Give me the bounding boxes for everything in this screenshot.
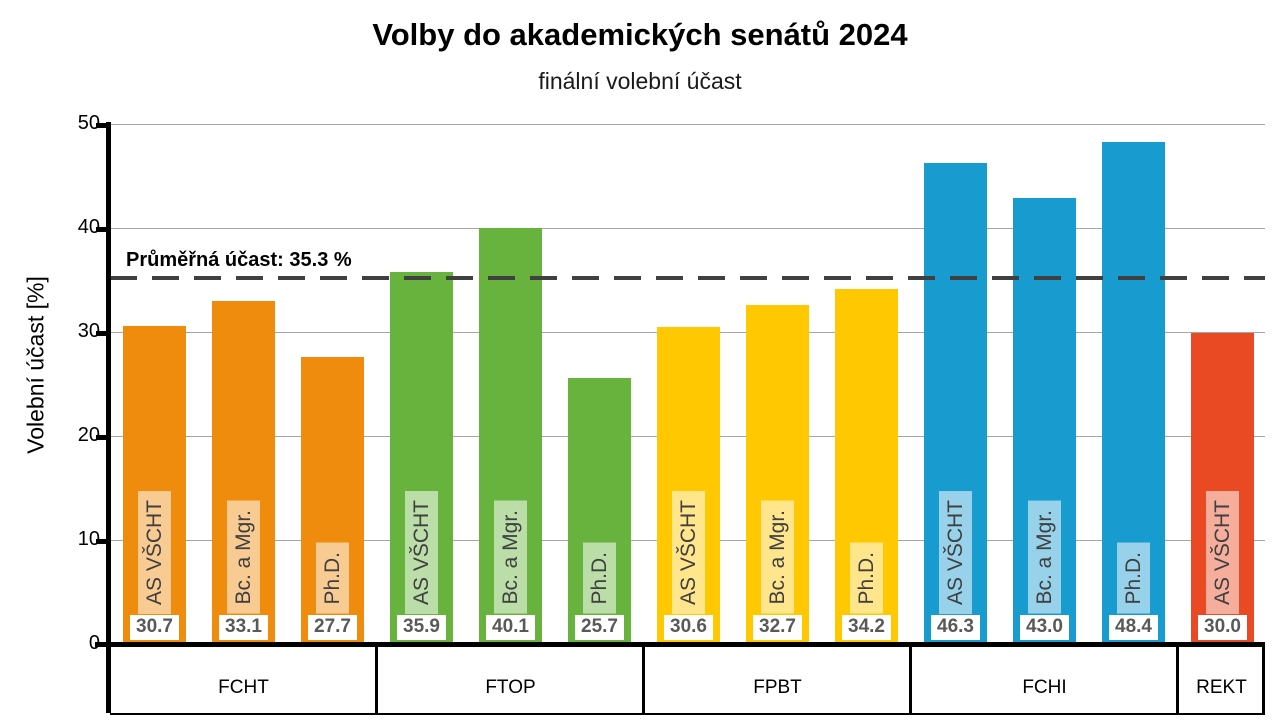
- bar-value: 43.0: [1020, 615, 1069, 640]
- y-tick-label-0: 0: [40, 632, 100, 655]
- bar-label-wrap: AS VŠCHT: [1191, 490, 1254, 614]
- bar-label: Ph.D.: [583, 543, 616, 614]
- bar-label-wrap: AS VŠCHT: [123, 490, 186, 614]
- group-separator-2: [909, 645, 912, 713]
- bar-value-wrap: 48.4: [1102, 615, 1165, 640]
- bar-label: Ph.D.: [316, 543, 349, 614]
- plot-area: AS VŠCHT 30.7 Bc. a Mgr. 33.1 Ph.D. 27.7 AS VŠ…: [110, 124, 1265, 645]
- bar-label-wrap: Bc. a Mgr.: [1013, 501, 1076, 614]
- bar-value: 27.7: [308, 615, 357, 640]
- bar-label: AS VŠCHT: [672, 490, 705, 614]
- bar-label: AS VŠCHT: [138, 490, 171, 614]
- bar-value: 30.6: [664, 615, 713, 640]
- bar-label: Bc. a Mgr.: [227, 501, 260, 614]
- bar-fcht-1: Bc. a Mgr. 33.1: [212, 300, 275, 645]
- bar-value-wrap: 30.7: [123, 615, 186, 640]
- category-label-fpbt: FPBT: [753, 677, 802, 698]
- y-tick-label-30: 30: [77, 320, 100, 342]
- category-label-fcht: FCHT: [218, 677, 269, 698]
- average-line: [110, 275, 1265, 280]
- y-tick-10: [96, 539, 106, 544]
- bar-value-wrap: 35.9: [390, 615, 453, 640]
- bar-label: Bc. a Mgr.: [494, 501, 527, 614]
- category-label-ftop: FTOP: [485, 677, 536, 698]
- bar-fchi-1: Bc. a Mgr. 43.0: [1013, 197, 1076, 645]
- category-label-rekt: REKT: [1196, 677, 1247, 698]
- bar-value-wrap: 34.2: [835, 615, 898, 640]
- bar-value-wrap: 43.0: [1013, 615, 1076, 640]
- bar-label: Ph.D.: [1117, 543, 1150, 614]
- bar-value: 46.3: [931, 615, 980, 640]
- category-band-bottom-border: [110, 713, 1265, 715]
- y-tick-50: [96, 123, 106, 128]
- group-separator-4: [1262, 645, 1265, 713]
- bar-rekt-0: AS VŠCHT 30.0: [1191, 333, 1254, 645]
- bar-value: 30.7: [130, 615, 179, 640]
- group-separator-1: [642, 645, 645, 713]
- category-label-fchi: FCHI: [1022, 677, 1067, 698]
- bar-label-wrap: Ph.D.: [301, 543, 364, 614]
- bar-label-wrap: Ph.D.: [568, 543, 631, 614]
- bar-label-wrap: Bc. a Mgr.: [746, 501, 809, 614]
- bar-value-wrap: 32.7: [746, 615, 809, 640]
- bar-ftop-2: Ph.D. 25.7: [568, 377, 631, 645]
- chart-subtitle: finální volební účast: [538, 68, 742, 94]
- y-tick-label-40: 40: [77, 216, 100, 238]
- y-axis-line: [106, 122, 111, 713]
- bar-fcht-0: AS VŠCHT 30.7: [123, 325, 186, 645]
- grid-line-50: [110, 124, 1265, 125]
- bar-label-wrap: AS VŠCHT: [924, 490, 987, 614]
- bar-value: 40.1: [486, 615, 535, 640]
- bar-value-wrap: 30.0: [1191, 615, 1254, 640]
- bar-value-wrap: 40.1: [479, 615, 542, 640]
- bar-label-wrap: AS VŠCHT: [390, 490, 453, 614]
- bar-fpbt-2: Ph.D. 34.2: [835, 289, 898, 645]
- category-band: FCHT FTOP FPBT FCHI REKT: [110, 645, 1265, 715]
- bar-label-wrap: Bc. a Mgr.: [479, 501, 542, 614]
- bar-fchi-0: AS VŠCHT 46.3: [924, 163, 987, 645]
- bar-fcht-2: Ph.D. 27.7: [301, 356, 364, 645]
- bar-value-wrap: 46.3: [924, 615, 987, 640]
- bar-label: Bc. a Mgr.: [1028, 501, 1061, 614]
- bar-fchi-2: Ph.D. 48.4: [1102, 141, 1165, 645]
- y-tick-label-10: 10: [77, 528, 100, 550]
- bar-label-wrap: AS VŠCHT: [657, 490, 720, 614]
- group-separator-3: [1176, 645, 1179, 713]
- y-tick-20: [96, 435, 106, 440]
- bar-label: AS VŠCHT: [939, 490, 972, 614]
- bar-label: AS VŠCHT: [1206, 490, 1239, 614]
- y-tick-40: [96, 227, 106, 232]
- grid-line-40: [110, 228, 1265, 229]
- average-label: Průměřná účast: 35.3 %: [126, 248, 352, 271]
- bar-value: 35.9: [397, 615, 446, 640]
- bar-fpbt-1: Bc. a Mgr. 32.7: [746, 304, 809, 645]
- bar-value-wrap: 25.7: [568, 615, 631, 640]
- chart-title: Volby do akademických senátů 2024: [372, 17, 908, 52]
- group-separator-0: [375, 645, 378, 713]
- bar-value: 34.2: [842, 615, 891, 640]
- bar-value-wrap: 27.7: [301, 615, 364, 640]
- bar-value: 30.0: [1198, 615, 1247, 640]
- bar-label-wrap: Ph.D.: [835, 543, 898, 614]
- y-tick-label-20: 20: [77, 424, 100, 446]
- bar-value: 48.4: [1109, 615, 1158, 640]
- bar-value: 32.7: [753, 615, 802, 640]
- x-axis-line: [95, 642, 1265, 647]
- bar-value: 25.7: [575, 615, 624, 640]
- bar-label: Ph.D.: [850, 543, 883, 614]
- y-tick-label-50: 50: [77, 112, 100, 134]
- bar-value-wrap: 33.1: [212, 615, 275, 640]
- bar-label: Bc. a Mgr.: [761, 501, 794, 614]
- bar-label-wrap: Ph.D.: [1102, 543, 1165, 614]
- bar-label-wrap: Bc. a Mgr.: [212, 501, 275, 614]
- bar-ftop-1: Bc. a Mgr. 40.1: [479, 227, 542, 645]
- bar-ftop-0: AS VŠCHT 35.9: [390, 271, 453, 645]
- bar-label: AS VŠCHT: [405, 490, 438, 614]
- y-tick-30: [96, 331, 106, 336]
- bar-value-wrap: 30.6: [657, 615, 720, 640]
- bar-fpbt-0: AS VŠCHT 30.6: [657, 326, 720, 645]
- bar-value: 33.1: [219, 615, 268, 640]
